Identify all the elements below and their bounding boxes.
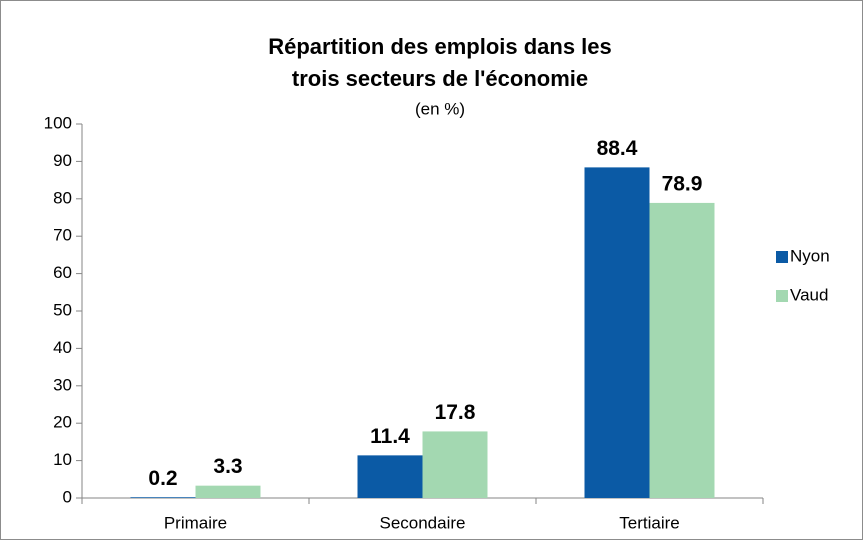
bar bbox=[130, 497, 196, 498]
legend-label: Nyon bbox=[790, 246, 830, 265]
x-tick-label: Primaire bbox=[164, 513, 227, 532]
value-label: 3.3 bbox=[213, 455, 242, 478]
y-tick-label: 70 bbox=[53, 226, 72, 245]
y-tick-label: 20 bbox=[53, 413, 72, 432]
x-tick-label: Secondaire bbox=[379, 513, 465, 532]
value-label: 78.9 bbox=[662, 172, 703, 195]
y-tick-label: 90 bbox=[53, 151, 72, 170]
legend-label: Vaud bbox=[790, 285, 828, 304]
bar bbox=[584, 167, 650, 498]
y-tick-label: 40 bbox=[53, 338, 72, 357]
bar bbox=[357, 455, 423, 498]
y-tick-label: 10 bbox=[53, 450, 72, 469]
y-tick-label: 100 bbox=[44, 113, 72, 132]
bar bbox=[195, 485, 261, 498]
legend-swatch bbox=[776, 251, 788, 263]
chart-subtitle: (en %) bbox=[415, 99, 465, 118]
value-label: 11.4 bbox=[370, 425, 410, 448]
y-tick-label: 50 bbox=[53, 300, 72, 319]
chart-title: Répartition des emplois dans les bbox=[268, 34, 612, 59]
y-tick-label: 0 bbox=[63, 487, 72, 506]
y-tick-label: 30 bbox=[53, 375, 72, 394]
chart-title: trois secteurs de l'économie bbox=[292, 66, 588, 91]
value-label: 17.8 bbox=[435, 401, 476, 424]
value-label: 0.2 bbox=[148, 467, 177, 490]
y-tick-label: 80 bbox=[53, 188, 72, 207]
bar bbox=[422, 431, 488, 498]
bar bbox=[649, 202, 715, 498]
legend-swatch bbox=[776, 290, 788, 302]
value-label: 88.4 bbox=[597, 137, 638, 160]
y-tick-label: 60 bbox=[53, 263, 72, 282]
x-tick-label: Tertiaire bbox=[619, 513, 679, 532]
